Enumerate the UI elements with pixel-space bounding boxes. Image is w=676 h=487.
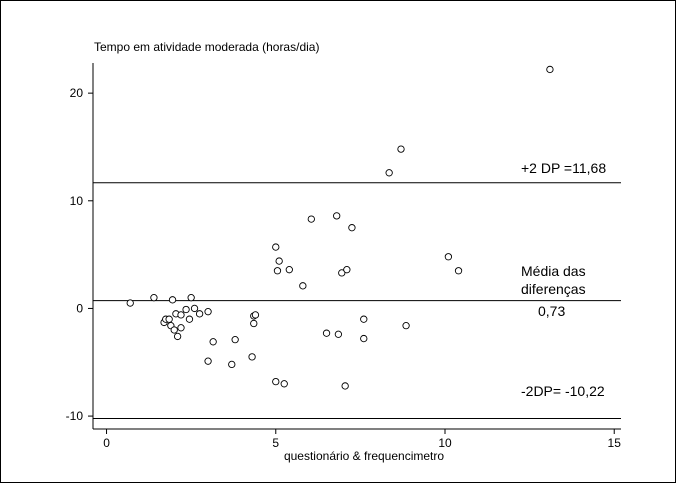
y-tick-label: 20 xyxy=(70,86,84,100)
data-point xyxy=(333,212,341,220)
data-point xyxy=(343,266,351,274)
lower-limit-label: -2DP= -10,22 xyxy=(521,383,605,399)
data-point xyxy=(360,315,368,323)
x-tick-label: 5 xyxy=(272,436,279,450)
data-point xyxy=(272,243,280,251)
data-point xyxy=(187,294,195,302)
data-point xyxy=(177,324,185,332)
data-point xyxy=(280,380,288,388)
data-point xyxy=(273,267,282,275)
data-point xyxy=(348,224,356,232)
data-points xyxy=(126,65,554,390)
tick-labels: -10 0 10 20 0 5 10 15 xyxy=(66,86,622,450)
y-tick-label: 10 xyxy=(70,194,84,208)
chart-title: Tempo em atividade moderada (horas/dia) xyxy=(94,40,319,54)
data-point xyxy=(444,253,453,261)
data-point xyxy=(385,169,393,177)
data-point xyxy=(209,338,217,346)
data-point xyxy=(334,330,343,338)
data-point xyxy=(454,267,463,275)
data-point xyxy=(231,336,239,344)
data-point xyxy=(185,315,194,323)
data-point xyxy=(299,282,307,290)
x-tick-label: 15 xyxy=(608,436,622,450)
data-point xyxy=(360,334,368,343)
mean-label-line2: diferenças xyxy=(521,281,586,297)
data-point xyxy=(195,310,204,318)
data-point xyxy=(397,145,405,153)
data-point xyxy=(228,360,236,369)
data-point xyxy=(251,311,260,319)
data-point xyxy=(170,326,178,334)
data-point xyxy=(182,305,190,314)
data-point xyxy=(322,329,331,337)
data-point xyxy=(285,266,293,274)
x-tick-label: 0 xyxy=(103,436,110,450)
data-point xyxy=(204,357,212,365)
data-point xyxy=(190,304,199,313)
data-point xyxy=(126,299,134,307)
data-point xyxy=(150,294,158,302)
mean-label-line1: Média das xyxy=(521,263,586,279)
x-axis-label: questionário & frequencimetro xyxy=(284,449,444,463)
data-point xyxy=(546,65,554,74)
data-point xyxy=(177,311,185,319)
data-point xyxy=(165,315,173,323)
x-tick-label: 10 xyxy=(438,436,452,450)
data-point xyxy=(168,296,177,304)
data-point xyxy=(402,322,410,330)
data-point xyxy=(204,308,212,316)
data-point xyxy=(250,319,258,328)
y-tick-label: 0 xyxy=(76,301,83,315)
axes xyxy=(88,63,621,434)
data-point xyxy=(275,257,283,265)
y-tick-label: -10 xyxy=(66,409,84,423)
upper-limit-label: +2 DP =11,68 xyxy=(521,160,606,176)
data-point xyxy=(307,215,315,223)
data-point xyxy=(272,377,280,386)
reference-lines xyxy=(93,182,621,419)
data-point xyxy=(173,332,182,341)
data-point xyxy=(341,382,349,390)
data-point xyxy=(338,269,346,277)
data-point xyxy=(248,353,256,361)
mean-label-value: 0,73 xyxy=(538,303,565,319)
